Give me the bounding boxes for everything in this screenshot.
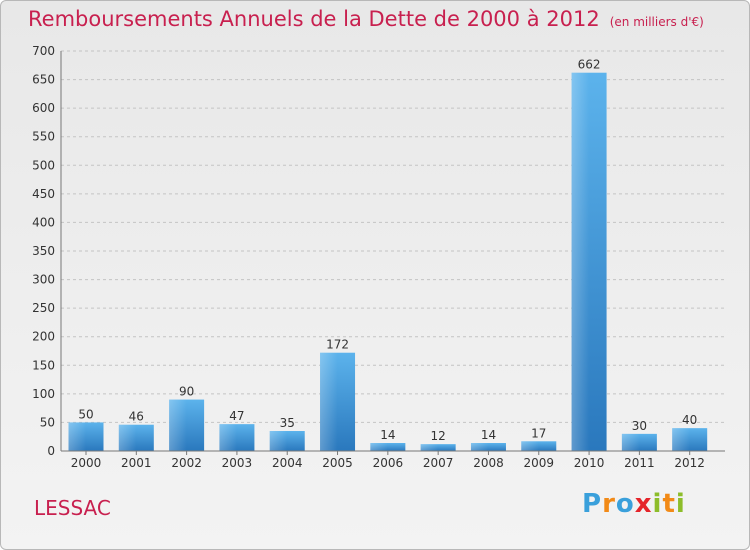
bar-2002[interactable] [169,399,205,451]
y-tick-label: 550 [32,130,55,144]
bar-2008[interactable] [470,443,506,451]
town-name: LESSAC [34,496,111,520]
y-tick-label: 150 [32,358,55,372]
bar-value-label: 35 [280,416,295,430]
bar-value-label: 50 [78,407,93,421]
bar-highlight [470,443,506,451]
y-tick-label: 400 [32,215,55,229]
bar-highlight [672,428,708,451]
bar-highlight [118,424,154,451]
bar-value-label: 90 [179,385,194,399]
bar-2009[interactable] [521,441,557,451]
x-tick-label: 2001 [121,456,152,470]
y-tick-label: 450 [32,187,55,201]
bar-value-label: 172 [326,338,349,352]
bar-value-label: 17 [531,426,546,440]
bar-2007[interactable] [420,444,456,451]
proxiti-logo[interactable]: Proxiti [582,489,686,519]
y-tick-label: 700 [32,44,55,58]
x-tick-label: 2004 [272,456,303,470]
bar-highlight [370,443,406,451]
x-tick-label: 2009 [523,456,554,470]
x-tick-label: 2000 [71,456,102,470]
bar-value-label: 46 [129,410,144,424]
x-tick-label: 2011 [624,456,655,470]
bar-value-label: 14 [481,428,496,442]
y-tick-label: 250 [32,301,55,315]
y-tick-label: 600 [32,101,55,115]
bar-highlight [420,444,456,451]
chart-title: Remboursements Annuels de la Dette de 20… [28,7,704,31]
chart-title-unit: (en milliers d'€) [609,15,704,29]
x-tick-label: 2007 [423,456,454,470]
bar-value-label: 30 [632,419,647,433]
bar-value-label: 47 [229,409,244,423]
bar-highlight [621,433,657,451]
bar-2005[interactable] [320,352,356,451]
y-tick-label: 50 [40,415,55,429]
x-tick-label: 2010 [574,456,605,470]
bar-value-label: 12 [431,429,446,443]
y-tick-label: 100 [32,387,55,401]
y-tick-label: 350 [32,244,55,258]
bar-2004[interactable] [269,431,305,451]
x-tick-label: 2002 [171,456,202,470]
bar-2010[interactable] [571,72,607,451]
bar-highlight [521,441,557,451]
bar-highlight [269,431,305,451]
x-tick-label: 2003 [222,456,253,470]
bar-2012[interactable] [672,428,708,451]
x-tick-label: 2005 [322,456,353,470]
y-tick-label: 300 [32,273,55,287]
bar-highlight [320,352,356,451]
x-tick-label: 2006 [373,456,404,470]
bar-value-label: 40 [682,413,697,427]
y-tick-label: 500 [32,158,55,172]
bar-value-label: 14 [380,428,395,442]
x-tick-label: 2008 [473,456,504,470]
chart-title-main: Remboursements Annuels de la Dette de 20… [28,7,600,31]
y-tick-label: 200 [32,330,55,344]
bar-highlight [68,422,104,451]
bar-2000[interactable] [68,422,104,451]
bar-value-label: 662 [578,58,601,72]
y-tick-label: 0 [47,444,55,458]
bar-2003[interactable] [219,424,255,451]
bar-2011[interactable] [621,433,657,451]
bar-2006[interactable] [370,443,406,451]
bar-highlight [169,399,205,451]
bar-2001[interactable] [118,424,154,451]
bar-highlight [571,72,607,451]
x-tick-label: 2012 [674,456,705,470]
bar-highlight [219,424,255,451]
y-tick-label: 650 [32,73,55,87]
